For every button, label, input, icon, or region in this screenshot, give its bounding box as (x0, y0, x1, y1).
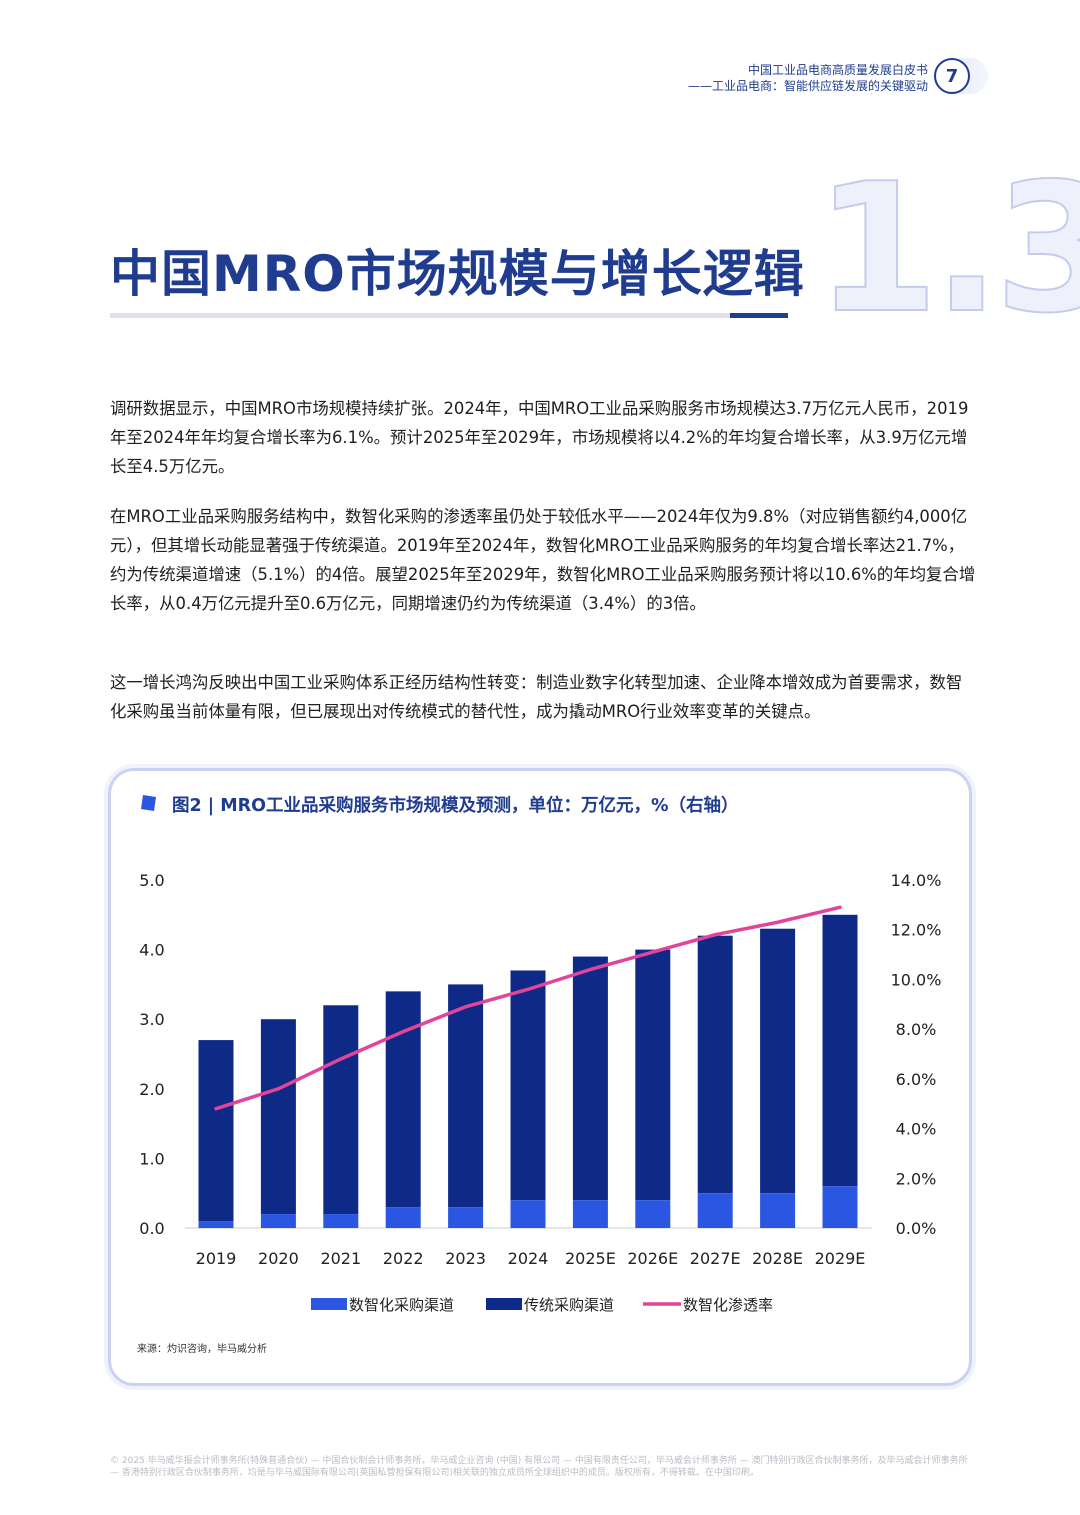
y-left-tick-label: 0.0 (139, 1219, 164, 1238)
x-tick-label: 2027E (690, 1249, 741, 1268)
y-right-tick-label: 8.0% (896, 1020, 937, 1039)
bar-digital (510, 1200, 546, 1228)
legend-swatch-traditional (486, 1298, 522, 1310)
bar-digital (198, 1221, 234, 1228)
legend-swatch-digital (311, 1298, 347, 1310)
bar-traditional (385, 991, 421, 1208)
legend-label-traditional: 传统采购渠道 (524, 1296, 614, 1314)
y-left-tick-label: 5.0 (139, 871, 164, 890)
x-tick-label: 2026E (627, 1249, 678, 1268)
y-right-tick-label: 10.0% (891, 970, 942, 989)
y-left-tick-label: 1.0 (139, 1149, 164, 1168)
legend-label-line: 数智化渗透率 (683, 1296, 773, 1314)
chart-bookmark-icon (141, 795, 156, 811)
y-left-tick-label: 3.0 (139, 1010, 164, 1029)
bar-traditional (198, 1040, 234, 1222)
x-tick-label: 2019 (196, 1249, 237, 1268)
y-left-tick-label: 4.0 (139, 941, 164, 960)
bar-digital (448, 1207, 484, 1228)
bar-traditional (697, 935, 733, 1194)
bar-traditional (510, 970, 546, 1201)
title-underline (110, 313, 788, 318)
figure-title: 图2 | MRO工业品采购服务市场规模及预测，单位：万亿元，%（右轴） (172, 796, 739, 816)
header-line-2: ——工业品电商：智能供应链发展的关键驱动 (687, 79, 928, 93)
bar-traditional (448, 984, 484, 1208)
x-tick-label: 2028E (752, 1249, 803, 1268)
bar-traditional (260, 1019, 296, 1215)
y-left-tick-label: 2.0 (139, 1080, 164, 1099)
bar-digital (822, 1186, 858, 1228)
y-right-tick-label: 14.0% (891, 871, 942, 890)
bar-digital (635, 1200, 671, 1228)
paragraph-3: 这一增长鸿沟反映出中国工业采购体系正经历结构性转变：制造业数字化转型加速、企业降… (110, 673, 963, 721)
x-tick-label: 2023 (445, 1249, 486, 1268)
y-right-tick-label: 6.0% (896, 1070, 937, 1089)
y-right-tick-label: 2.0% (896, 1169, 937, 1188)
bar-traditional (323, 1005, 359, 1215)
figure-source: 来源：灼识咨询，毕马威分析 (137, 1344, 267, 1355)
x-tick-label: 2022 (383, 1249, 424, 1268)
bar-digital (572, 1200, 608, 1228)
copyright-footer: © 2025 毕马威华振会计师事务所(特殊普通合伙) — 中国合伙制会计师事务所… (110, 1456, 968, 1478)
title-underline-accent (730, 313, 788, 318)
bar-traditional (822, 914, 858, 1187)
bar-digital (323, 1214, 359, 1228)
x-tick-label: 2021 (320, 1249, 361, 1268)
x-tick-label: 2024 (508, 1249, 549, 1268)
section-number: 1.3 (814, 145, 1080, 352)
section-title: 中国MRO市场规模与增长逻辑 (110, 245, 805, 303)
x-tick-label: 2029E (815, 1249, 866, 1268)
page-number: 7 (934, 58, 970, 94)
running-header: 中国工业品电商高质量发展白皮书 ——工业品电商：智能供应链发展的关键驱动 (688, 62, 928, 94)
x-tick-label: 2020 (258, 1249, 299, 1268)
y-right-tick-label: 0.0% (896, 1219, 937, 1238)
bar-traditional (760, 928, 796, 1194)
legend-label-digital: 数智化采购渠道 (349, 1296, 454, 1314)
y-right-tick-label: 4.0% (896, 1120, 937, 1139)
bar-traditional (635, 949, 671, 1201)
bar-traditional (572, 956, 608, 1201)
bar-digital (697, 1193, 733, 1228)
bar-digital (385, 1207, 421, 1228)
bar-digital (760, 1193, 796, 1228)
y-right-tick-label: 12.0% (891, 921, 942, 940)
bar-digital (260, 1214, 296, 1228)
header-line-1: 中国工业品电商高质量发展白皮书 (747, 63, 928, 77)
paragraph-1: 调研数据显示，中国MRO市场规模持续扩张。2024年，中国MRO工业品采购服务市… (110, 399, 969, 476)
x-tick-label: 2025E (565, 1249, 616, 1268)
paragraph-2: 在MRO工业品采购服务结构中，数智化采购的渗透率虽仍处于较低水平——2024年仅… (110, 507, 976, 613)
